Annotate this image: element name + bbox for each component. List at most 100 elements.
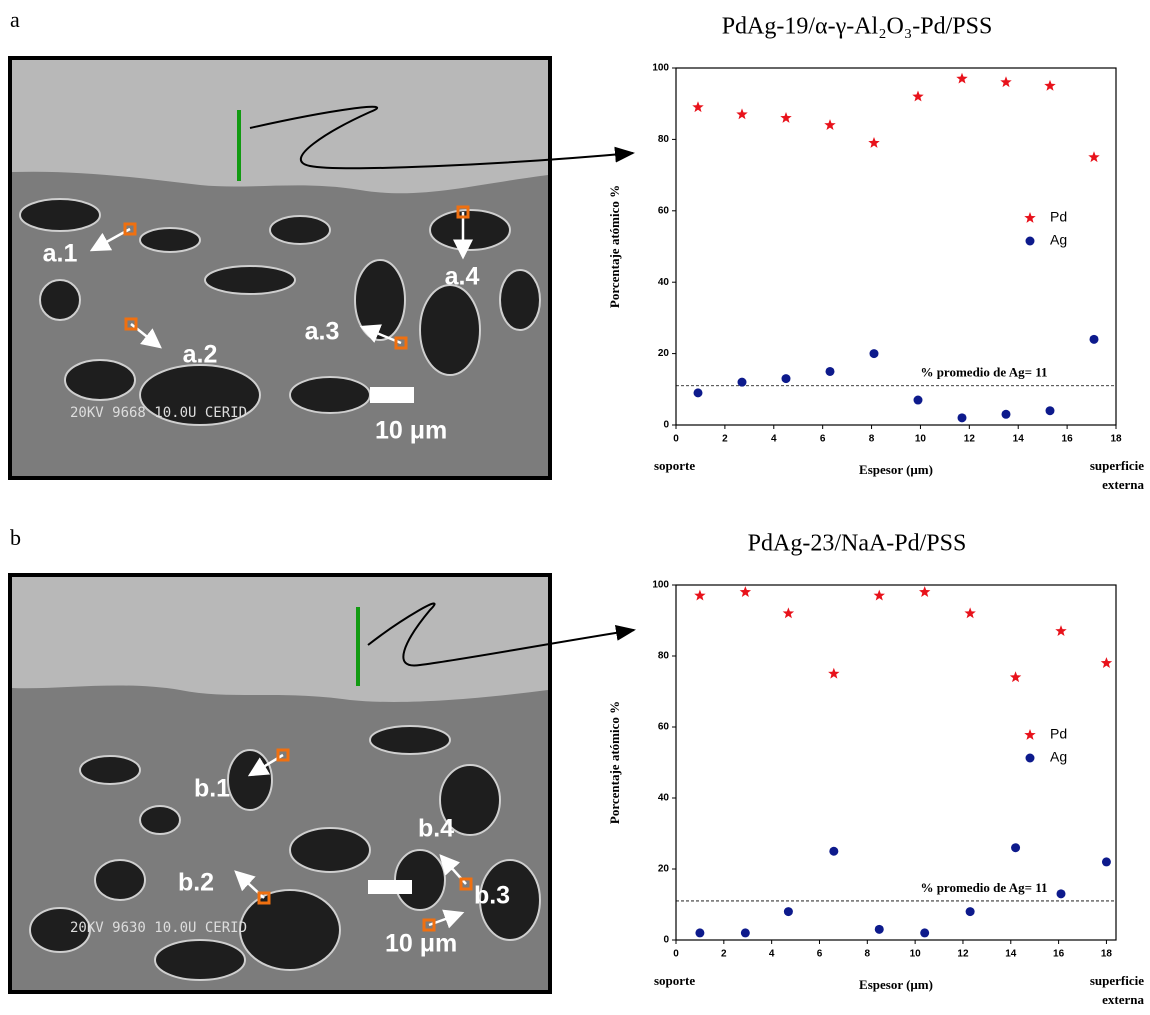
panel-letter: a bbox=[10, 7, 20, 32]
legend-label: Ag bbox=[1050, 749, 1067, 765]
connector-arrow bbox=[367, 602, 636, 667]
legend-symbol bbox=[1024, 729, 1036, 740]
point-label: a.1 bbox=[43, 240, 78, 268]
data-point bbox=[1001, 409, 1011, 419]
chart-title: PdAg-19/α-γ-Al₂O₃-Pd/PSS bbox=[722, 14, 993, 40]
data-point bbox=[868, 136, 880, 148]
scale-bar bbox=[368, 880, 412, 894]
data-point bbox=[740, 928, 750, 938]
data-point bbox=[874, 924, 884, 934]
y-tick-label: 80 bbox=[658, 134, 670, 145]
pore bbox=[227, 749, 273, 811]
y-tick-label: 0 bbox=[663, 935, 669, 946]
sem-layer bbox=[12, 60, 548, 194]
data-point bbox=[957, 413, 967, 423]
pore bbox=[79, 755, 141, 785]
x-tick-label: 12 bbox=[964, 434, 976, 445]
analysis-point bbox=[456, 205, 470, 219]
x-tick-label: 14 bbox=[1013, 434, 1025, 445]
pore bbox=[64, 359, 136, 401]
pore bbox=[289, 376, 371, 414]
y-tick-label: 40 bbox=[658, 793, 670, 804]
x-tick-label: 0 bbox=[673, 949, 679, 960]
y-tick-label: 40 bbox=[658, 277, 670, 288]
data-point bbox=[828, 667, 840, 679]
pore bbox=[479, 859, 541, 941]
y-tick-label: 20 bbox=[658, 348, 670, 359]
pore bbox=[499, 269, 541, 331]
pore bbox=[94, 859, 146, 901]
data-point bbox=[1044, 79, 1056, 91]
pore bbox=[269, 215, 331, 245]
data-point bbox=[965, 907, 975, 917]
x-tick-label: 10 bbox=[910, 949, 922, 960]
data-point bbox=[781, 374, 791, 384]
y-tick-label: 100 bbox=[652, 63, 669, 74]
pore bbox=[204, 265, 296, 295]
legend-symbol bbox=[1024, 212, 1036, 223]
data-point bbox=[695, 928, 705, 938]
data-point bbox=[694, 589, 706, 601]
panel-letter: b bbox=[10, 525, 21, 550]
data-point bbox=[920, 928, 930, 938]
point-label: b.3 bbox=[474, 882, 510, 910]
x-tick-label: 2 bbox=[721, 949, 727, 960]
point-label: a.4 bbox=[445, 263, 480, 291]
data-point bbox=[692, 101, 704, 113]
data-point bbox=[873, 589, 885, 601]
pore bbox=[39, 279, 81, 321]
data-point bbox=[869, 349, 879, 359]
analysis-point bbox=[276, 748, 290, 762]
x-tick-label: 18 bbox=[1101, 949, 1113, 960]
data-point bbox=[956, 72, 968, 84]
legend-symbol bbox=[1025, 753, 1035, 763]
scale-bar bbox=[370, 387, 414, 403]
sem-overlay: 20KV 9630 10.0U CERID bbox=[70, 920, 247, 936]
pore bbox=[439, 764, 501, 836]
x-tick-label: 14 bbox=[1005, 949, 1017, 960]
x-axis-label: Espesor (μm) bbox=[859, 462, 933, 477]
average-annotation: % promedio de Ag= 11 bbox=[920, 365, 1047, 380]
x-end-label: superficie bbox=[1090, 458, 1144, 473]
pore bbox=[139, 227, 201, 253]
average-annotation: % promedio de Ag= 11 bbox=[920, 880, 1047, 895]
analysis-point bbox=[422, 918, 436, 932]
data-point bbox=[1000, 76, 1012, 88]
x-start-label: soporte bbox=[654, 458, 695, 473]
pore bbox=[29, 907, 91, 953]
scale-bar-label: 10 μm bbox=[385, 930, 457, 958]
sem-layer bbox=[12, 577, 548, 702]
legend-label: Ag bbox=[1050, 232, 1067, 248]
legend-symbol bbox=[1025, 236, 1035, 246]
x-end-label: externa bbox=[1102, 992, 1144, 1007]
analysis-point bbox=[394, 336, 408, 350]
sem-overlay: 20KV 9668 10.0U CERID bbox=[70, 405, 247, 421]
legend-label: Pd bbox=[1050, 209, 1067, 225]
x-tick-label: 4 bbox=[771, 434, 777, 445]
data-point bbox=[1055, 625, 1067, 636]
x-tick-label: 6 bbox=[817, 949, 823, 960]
y-tick-label: 80 bbox=[658, 651, 670, 662]
x-tick-label: 8 bbox=[865, 949, 871, 960]
x-tick-label: 2 bbox=[722, 434, 728, 445]
data-point bbox=[739, 586, 752, 597]
x-end-label: superficie bbox=[1090, 973, 1144, 988]
point-label: b.2 bbox=[178, 869, 214, 897]
x-tick-label: 18 bbox=[1110, 434, 1122, 445]
y-tick-label: 0 bbox=[663, 420, 669, 431]
data-point bbox=[1045, 406, 1055, 416]
pore bbox=[19, 198, 101, 232]
plot-frame bbox=[675, 67, 1117, 426]
x-tick-label: 12 bbox=[957, 949, 969, 960]
data-point bbox=[1011, 843, 1021, 853]
x-end-label: externa bbox=[1102, 477, 1144, 492]
point-label: a.3 bbox=[305, 318, 340, 346]
chart-title: PdAg-23/NaA-Pd/PSS bbox=[748, 531, 967, 557]
analysis-point bbox=[124, 317, 138, 331]
y-tick-label: 60 bbox=[658, 205, 670, 216]
x-tick-label: 0 bbox=[673, 434, 679, 445]
data-point bbox=[1089, 334, 1099, 344]
x-tick-label: 4 bbox=[769, 949, 775, 960]
x-start-label: soporte bbox=[654, 973, 695, 988]
